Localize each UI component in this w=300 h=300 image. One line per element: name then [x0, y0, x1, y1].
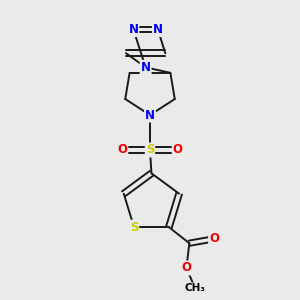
- Text: S: S: [146, 143, 154, 157]
- Text: O: O: [173, 143, 183, 157]
- Text: O: O: [117, 143, 127, 157]
- Text: O: O: [182, 262, 191, 275]
- Text: N: N: [145, 109, 155, 122]
- Text: CH₃: CH₃: [184, 283, 206, 293]
- Text: N: N: [141, 61, 151, 74]
- Text: O: O: [209, 232, 219, 245]
- Text: S: S: [130, 221, 138, 234]
- Text: N: N: [128, 23, 138, 36]
- Text: N: N: [153, 23, 163, 36]
